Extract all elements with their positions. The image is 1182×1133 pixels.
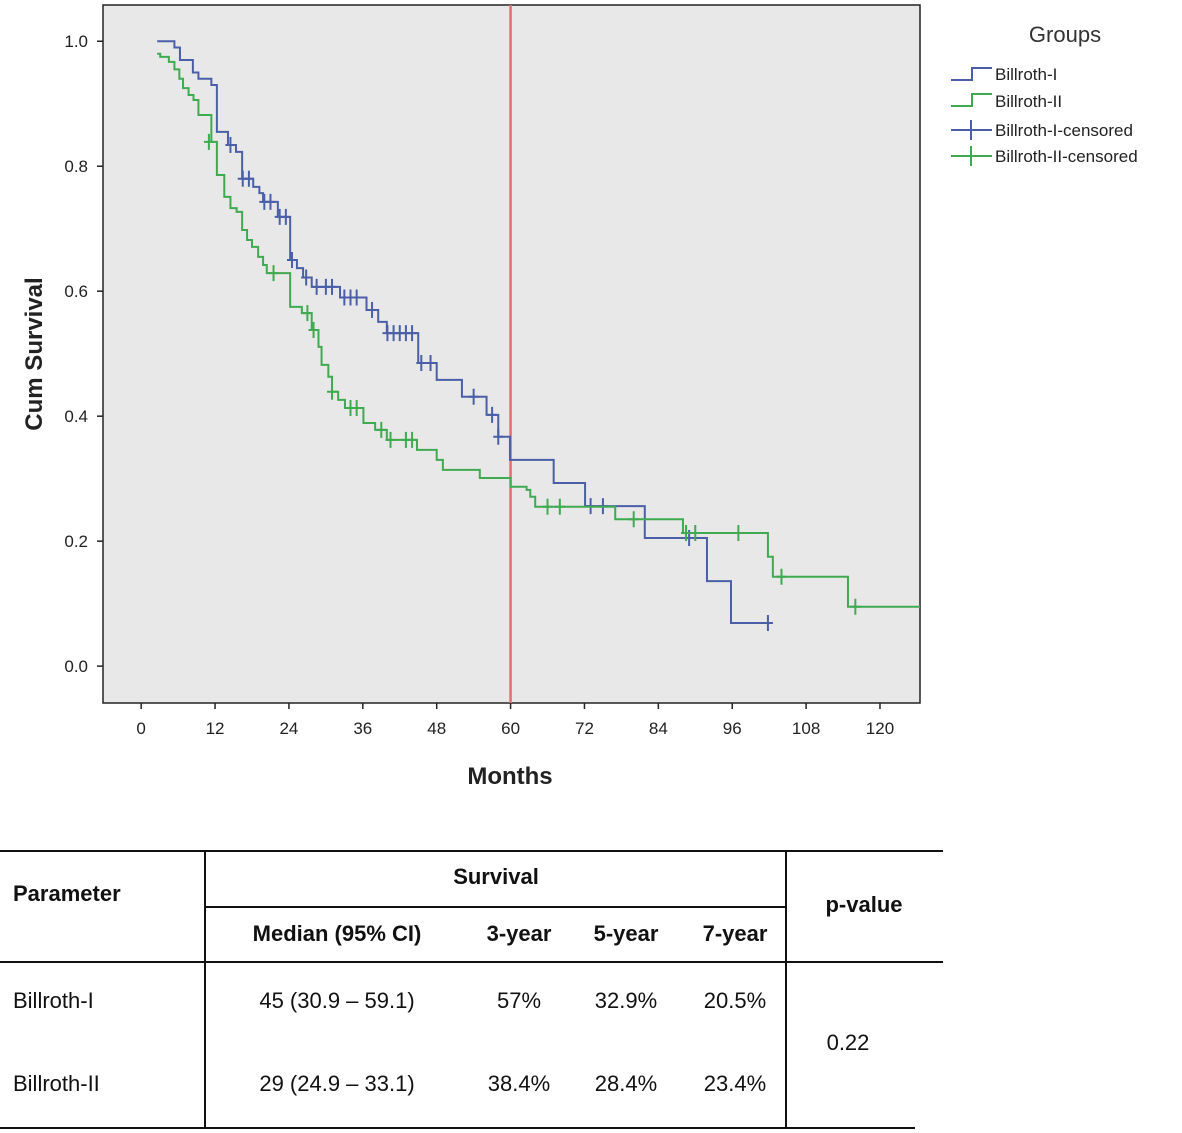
censored-mark-billroth-ii — [308, 321, 319, 338]
censored-mark-billroth-ii — [690, 525, 701, 542]
y-tick-label: 0.0 — [64, 657, 88, 676]
y-tick-label: 1.0 — [64, 32, 88, 51]
row-label: Billroth-II — [13, 1071, 100, 1096]
censored-mark-billroth-i — [425, 355, 436, 372]
cell-5-year: 32.9% — [594, 988, 658, 1013]
cell-5-year: 28.4% — [594, 1071, 658, 1096]
legend: Groups Billroth-I Billroth-II Billroth-I… — [951, 22, 1138, 166]
kaplan-meier-chart: 0.0 0.2 0.4 0.6 0.8 1.0 0 12 24 36 48 60 72 84 96 108 1… — [21, 4, 1138, 790]
y-tick-label: 0.2 — [64, 532, 88, 551]
legend-swatch-billroth-i-censored — [951, 120, 992, 140]
censored-mark-billroth-i — [487, 406, 498, 423]
legend-entry: Billroth-II-censored — [995, 147, 1138, 166]
censored-mark-billroth-i — [762, 615, 773, 632]
x-tick-label: 24 — [279, 719, 298, 738]
x-tick-label: 48 — [427, 719, 446, 738]
legend-swatch-billroth-i — [951, 67, 992, 81]
header-7-year: 7-year — [702, 921, 768, 946]
censored-mark-billroth-ii — [542, 498, 553, 515]
censored-mark-billroth-i — [407, 325, 418, 342]
censored-mark-billroth-ii — [733, 525, 744, 542]
cell-median: 45 (30.9 – 59.1) — [259, 988, 415, 1013]
cell-p-value: 0.22 — [826, 1030, 870, 1055]
header-survival: Survival — [453, 864, 539, 889]
y-tick-label: 0.4 — [64, 407, 88, 426]
x-tick-label: 12 — [206, 719, 225, 738]
cell-7-year: 23.4% — [703, 1071, 767, 1096]
x-tick-label: 96 — [723, 719, 742, 738]
censored-mark-billroth-i — [280, 208, 291, 225]
y-tick-label: 0.6 — [64, 282, 88, 301]
legend-entry: Billroth-II — [995, 92, 1062, 111]
x-tick-label: 60 — [501, 719, 520, 738]
censored-mark-billroth-i — [493, 428, 504, 445]
legend-swatch-billroth-ii-censored — [951, 146, 992, 166]
legend-title: Groups — [1029, 22, 1101, 47]
censored-mark-billroth-i — [327, 278, 338, 295]
row-label: Billroth-I — [13, 988, 94, 1013]
censored-mark-billroth-ii — [407, 431, 418, 448]
x-tick-label: 36 — [353, 719, 372, 738]
y-tick-label: 0.8 — [64, 157, 88, 176]
censored-mark-billroth-ii — [776, 568, 787, 585]
censored-mark-billroth-i — [301, 269, 312, 286]
censored-mark-billroth-i — [351, 289, 362, 306]
x-tick-label: 108 — [792, 719, 820, 738]
x-tick-label: 120 — [866, 719, 894, 738]
censored-mark-billroth-ii — [376, 421, 387, 438]
censored-mark-billroth-i — [311, 278, 322, 295]
x-tick-label: 0 — [136, 719, 145, 738]
x-tick-label: 72 — [575, 719, 594, 738]
header-5-year: 5-year — [593, 921, 659, 946]
legend-entry: Billroth-I-censored — [995, 121, 1133, 140]
censored-mark-billroth-ii — [385, 431, 396, 448]
cell-median: 29 (24.9 – 33.1) — [259, 1071, 415, 1096]
cell-3-year: 38.4% — [487, 1071, 551, 1096]
censored-mark-billroth-ii — [554, 498, 565, 515]
censored-mark-billroth-ii — [850, 598, 861, 615]
censored-mark-billroth-i — [225, 136, 236, 153]
censored-mark-billroth-ii — [302, 305, 313, 322]
cell-3-year: 57% — [496, 988, 542, 1013]
header-3-year: 3-year — [486, 921, 552, 946]
censored-mark-billroth-i — [243, 170, 254, 187]
x-tick-label: 84 — [649, 719, 668, 738]
header-median: Median (95% CI) — [252, 921, 422, 946]
censored-mark-billroth-i — [287, 251, 298, 268]
censored-mark-billroth-ii — [203, 133, 214, 150]
x-axis-title: Months — [467, 763, 552, 790]
header-parameter: Parameter — [13, 881, 121, 906]
y-axis-title: Cum Survival — [21, 277, 48, 430]
censored-mark-billroth-i — [265, 193, 276, 210]
censored-mark-billroth-ii — [681, 525, 692, 542]
cell-7-year: 20.5% — [703, 988, 767, 1013]
censored-mark-billroth-ii — [327, 383, 338, 400]
legend-entry: Billroth-I — [995, 65, 1057, 84]
censored-mark-billroth-i — [416, 355, 427, 372]
censored-mark-billroth-i — [367, 301, 378, 318]
censored-mark-billroth-ii — [268, 265, 279, 282]
header-p-value: p-value — [825, 892, 903, 917]
legend-swatch-billroth-ii — [951, 93, 992, 107]
censored-mark-billroth-ii — [628, 511, 639, 528]
censored-mark-billroth-ii — [351, 400, 362, 417]
censored-mark-billroth-i — [468, 388, 479, 405]
